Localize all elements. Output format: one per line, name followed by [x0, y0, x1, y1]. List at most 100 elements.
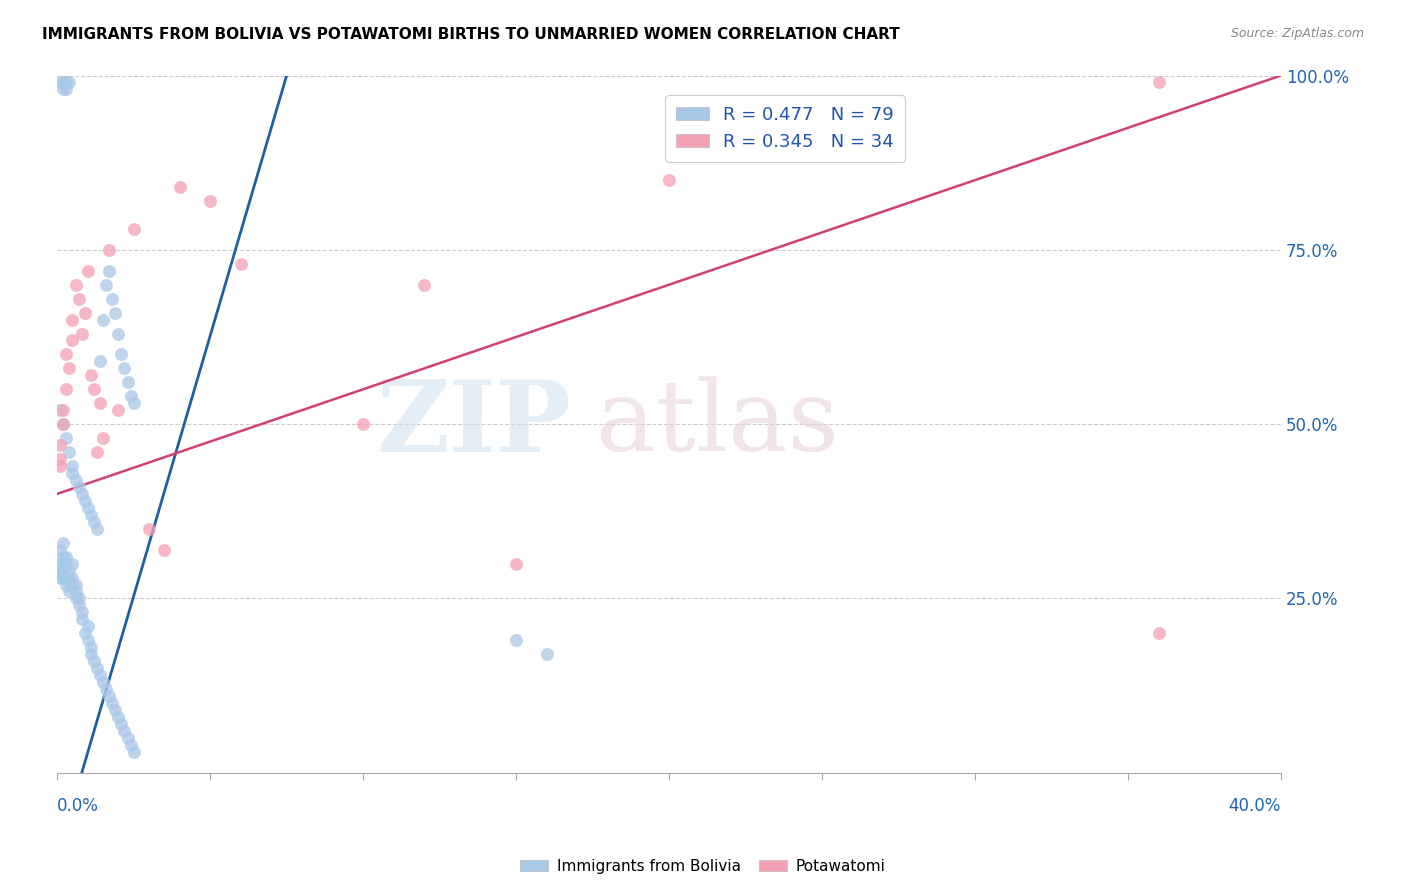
Point	[198, 194, 221, 208]
Point	[65, 473, 87, 487]
Point	[91, 312, 114, 326]
Point	[80, 647, 103, 661]
Point	[73, 493, 96, 508]
Point	[80, 368, 103, 383]
Text: IMMIGRANTS FROM BOLIVIA VS POTAWATOMI BIRTHS TO UNMARRIED WOMEN CORRELATION CHAR: IMMIGRANTS FROM BOLIVIA VS POTAWATOMI BI…	[42, 27, 900, 42]
Point	[80, 508, 103, 522]
Point	[117, 376, 139, 390]
Point	[169, 180, 191, 194]
Point	[89, 668, 111, 682]
Point	[86, 661, 108, 675]
Point	[110, 717, 132, 731]
Point	[104, 305, 127, 319]
Point	[55, 577, 77, 591]
Point	[67, 480, 90, 494]
Point	[89, 354, 111, 368]
Point	[62, 312, 84, 326]
Point	[114, 361, 136, 376]
Point	[73, 305, 96, 319]
Point	[89, 396, 111, 410]
Point	[62, 458, 84, 473]
Point	[122, 396, 145, 410]
Point	[122, 745, 145, 759]
Point	[505, 633, 527, 648]
Point	[52, 535, 75, 549]
Point	[55, 75, 77, 89]
Text: 0.0%: 0.0%	[58, 797, 98, 815]
Text: ZIP: ZIP	[377, 376, 571, 473]
Point	[58, 75, 80, 89]
Point	[70, 606, 93, 620]
Point	[91, 431, 114, 445]
Point	[76, 264, 98, 278]
Point	[505, 557, 527, 571]
Point	[1147, 626, 1170, 640]
Point	[62, 557, 84, 571]
Text: Source: ZipAtlas.com: Source: ZipAtlas.com	[1230, 27, 1364, 40]
Point	[83, 515, 105, 529]
Point	[55, 382, 77, 396]
Point	[536, 647, 558, 661]
Point	[413, 277, 436, 292]
Point	[65, 277, 87, 292]
Point	[91, 675, 114, 690]
Point	[65, 591, 87, 606]
Text: atlas: atlas	[596, 376, 838, 472]
Point	[70, 487, 93, 501]
Point	[101, 292, 124, 306]
Point	[67, 292, 90, 306]
Point	[49, 403, 72, 417]
Point	[62, 466, 84, 480]
Text: 40.0%: 40.0%	[1229, 797, 1281, 815]
Point	[98, 689, 121, 703]
Point	[70, 612, 93, 626]
Point	[76, 633, 98, 648]
Point	[101, 696, 124, 710]
Point	[65, 577, 87, 591]
Point	[1147, 75, 1170, 89]
Point	[52, 557, 75, 571]
Point	[110, 347, 132, 361]
Point	[76, 619, 98, 633]
Point	[70, 326, 93, 341]
Point	[52, 417, 75, 432]
Point	[658, 173, 681, 187]
Point	[49, 452, 72, 467]
Point	[73, 626, 96, 640]
Point	[67, 599, 90, 613]
Point	[52, 75, 75, 89]
Point	[55, 431, 77, 445]
Point	[62, 334, 84, 348]
Point	[104, 703, 127, 717]
Point	[55, 347, 77, 361]
Point	[55, 549, 77, 564]
Point	[94, 277, 117, 292]
Point	[107, 403, 129, 417]
Point	[83, 654, 105, 668]
Point	[138, 522, 160, 536]
Point	[58, 570, 80, 584]
Point	[98, 243, 121, 257]
Point	[76, 500, 98, 515]
Point	[55, 557, 77, 571]
Point	[107, 326, 129, 341]
Point	[58, 584, 80, 599]
Point	[86, 445, 108, 459]
Point	[67, 591, 90, 606]
Point	[55, 82, 77, 96]
Point	[49, 542, 72, 557]
Point	[62, 577, 84, 591]
Legend: R = 0.477   N = 79, R = 0.345   N = 34: R = 0.477 N = 79, R = 0.345 N = 34	[665, 95, 905, 161]
Point	[52, 403, 75, 417]
Point	[98, 264, 121, 278]
Point	[49, 564, 72, 578]
Point	[49, 570, 72, 584]
Point	[55, 570, 77, 584]
Point	[58, 564, 80, 578]
Point	[229, 257, 252, 271]
Point	[114, 723, 136, 738]
Legend: Immigrants from Bolivia, Potawatomi: Immigrants from Bolivia, Potawatomi	[515, 853, 891, 880]
Point	[120, 738, 142, 752]
Point	[352, 417, 374, 432]
Point	[49, 458, 72, 473]
